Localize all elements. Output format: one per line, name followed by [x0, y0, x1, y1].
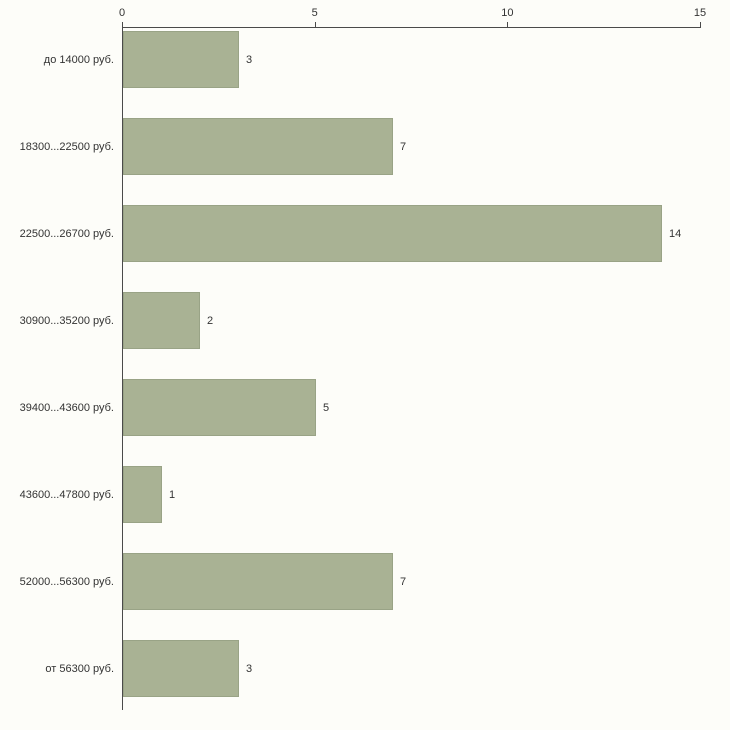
bar: [123, 31, 239, 88]
bar: [123, 292, 200, 349]
y-axis-line: [122, 27, 123, 710]
x-axis-tick-label: 5: [311, 7, 318, 19]
category-label: 30900...35200 руб.: [19, 314, 114, 327]
bar: [123, 118, 393, 175]
x-axis-tick: [700, 22, 701, 27]
value-label: 3: [246, 53, 253, 66]
value-label: 2: [207, 314, 214, 327]
x-axis-tick: [122, 22, 123, 27]
bar: [123, 553, 393, 610]
x-axis-tick: [507, 22, 509, 27]
x-axis-tick-label: 10: [501, 7, 514, 19]
x-axis-tick: [314, 22, 316, 27]
x-axis-line: [122, 27, 701, 28]
category-label: 43600...47800 руб.: [19, 488, 114, 501]
value-label: 3: [246, 662, 253, 675]
category-label: до 14000 руб.: [43, 53, 114, 66]
bar: [123, 466, 162, 523]
category-label: 22500...26700 руб.: [19, 227, 114, 240]
bar: [123, 640, 239, 697]
value-label: 1: [169, 488, 176, 501]
value-label: 7: [400, 140, 407, 153]
value-label: 7: [400, 575, 407, 588]
value-label: 14: [669, 227, 682, 240]
category-label: 39400...43600 руб.: [19, 401, 114, 414]
x-axis-tick-label: 0: [118, 7, 126, 19]
category-label: от 56300 руб.: [45, 662, 114, 675]
category-label: 52000...56300 руб.: [19, 575, 114, 588]
value-label: 5: [323, 401, 330, 414]
x-axis-tick-label: 15: [693, 7, 707, 19]
category-label: 18300...22500 руб.: [19, 140, 114, 153]
bar: [123, 205, 662, 262]
bar: [123, 379, 316, 436]
